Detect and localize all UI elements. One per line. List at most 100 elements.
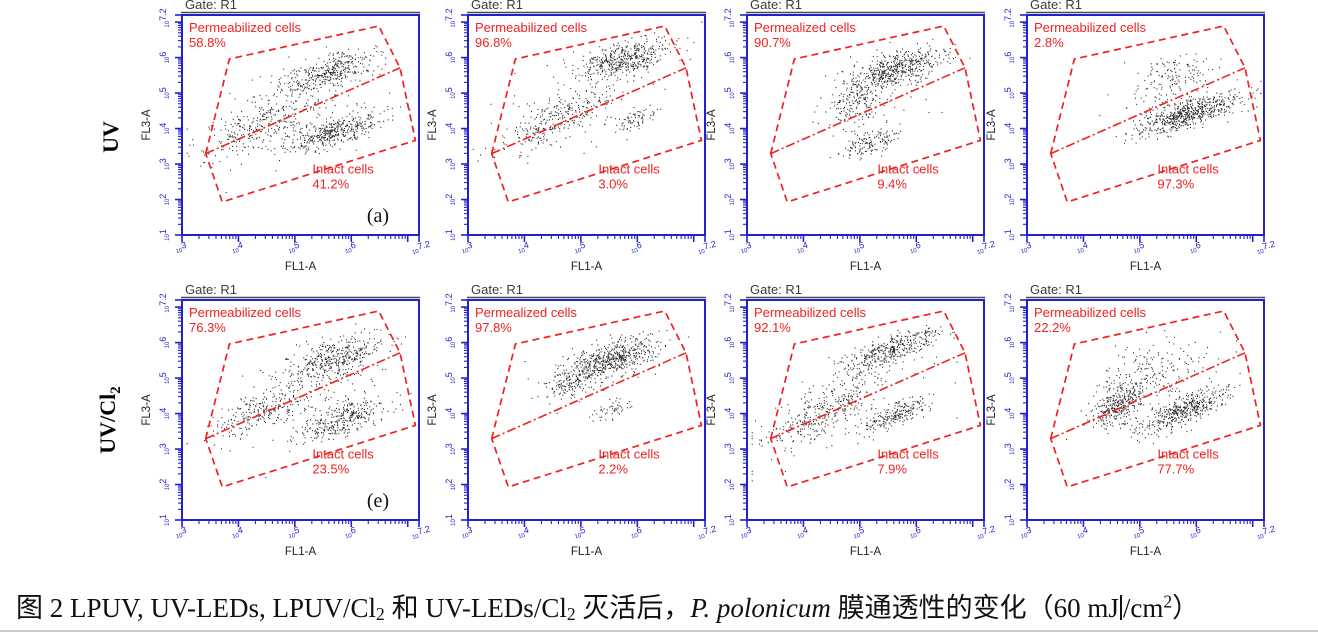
bottom-divider — [0, 630, 1318, 632]
svg-text:105: 105 — [286, 240, 301, 256]
figure-caption: 图 2 LPUV, UV-LEDs, LPUV/Cl2 和 UV-LEDs/Cl… — [16, 586, 1316, 625]
svg-text:104: 104 — [158, 408, 171, 420]
svg-text:41.2%: 41.2% — [312, 176, 349, 191]
svg-text:97.8%: 97.8% — [475, 320, 512, 335]
svg-text:58.8%: 58.8% — [189, 35, 226, 50]
svg-text:103: 103 — [174, 525, 189, 541]
svg-text:Gate: R1: Gate: R1 — [750, 0, 802, 12]
flow-plot-uv-1: Gate: R1 103 104 105 106 107.2 101 102 103 104 105… — [141, 0, 431, 273]
svg-text:105: 105 — [1003, 87, 1016, 99]
svg-text:105: 105 — [1003, 372, 1016, 384]
svg-text:96.8%: 96.8% — [475, 35, 512, 50]
svg-text:3.0%: 3.0% — [598, 176, 628, 191]
row-label-uv: UV — [98, 121, 124, 153]
svg-text:107.2: 107.2 — [158, 8, 171, 27]
svg-text:105: 105 — [158, 87, 171, 99]
svg-text:103: 103 — [158, 443, 171, 455]
flow-plot-uv-3: Gate: R1 103 104 105 106 107.2 101 102 103 104 105… — [706, 0, 997, 273]
svg-text:104: 104 — [1075, 525, 1090, 541]
svg-text:104: 104 — [516, 240, 531, 256]
svg-text:(e): (e) — [367, 490, 389, 512]
svg-text:Gate: R1: Gate: R1 — [750, 282, 802, 297]
svg-text:7.9%: 7.9% — [877, 461, 907, 476]
svg-text:103: 103 — [739, 240, 754, 256]
svg-text:104: 104 — [723, 408, 736, 420]
svg-text:106: 106 — [908, 525, 923, 541]
svg-text:105: 105 — [444, 372, 457, 384]
svg-text:103: 103 — [723, 158, 736, 170]
svg-text:FL3-A: FL3-A — [427, 394, 439, 426]
svg-text:103: 103 — [460, 240, 475, 256]
svg-text:Intact cells: Intact cells — [1157, 161, 1219, 176]
flow-plot-uvcl2-3: Gate: R1 103 104 105 106 107.2 101 102 103 104 105… — [706, 282, 997, 558]
caption-part-8: /cm — [1122, 593, 1164, 623]
svg-text:107.2: 107.2 — [975, 239, 997, 256]
svg-text:76.3%: 76.3% — [189, 320, 226, 335]
svg-text:Intact cells: Intact cells — [1157, 446, 1219, 461]
svg-text:106: 106 — [1003, 52, 1016, 64]
svg-text:107.2: 107.2 — [975, 524, 997, 541]
svg-text:22.2%: 22.2% — [1034, 320, 1071, 335]
svg-text:77.7%: 77.7% — [1157, 461, 1194, 476]
svg-text:101: 101 — [1003, 514, 1016, 526]
svg-text:9.4%: 9.4% — [877, 176, 907, 191]
svg-text:103: 103 — [1019, 240, 1034, 256]
svg-text:104: 104 — [516, 525, 531, 541]
flow-plot-uvcl2-4: Gate: R1 103 104 105 106 107.2 101 102 103 104 105… — [986, 282, 1277, 558]
svg-text:Permeabilized cells: Permeabilized cells — [1034, 305, 1146, 320]
svg-text:Intact cells: Intact cells — [598, 446, 660, 461]
svg-text:103: 103 — [1003, 158, 1016, 170]
svg-text:106: 106 — [444, 337, 457, 349]
svg-text:2.2%: 2.2% — [598, 461, 628, 476]
svg-text:FL3-A: FL3-A — [986, 109, 998, 141]
svg-text:107.2: 107.2 — [410, 524, 432, 541]
svg-text:103: 103 — [723, 443, 736, 455]
svg-text:Permeabilized cells: Permeabilized cells — [754, 305, 866, 320]
svg-text:Gate: R1: Gate: R1 — [1030, 282, 1082, 297]
caption-part-10: ） — [1172, 593, 1200, 623]
svg-text:FL1-A: FL1-A — [571, 261, 603, 273]
svg-text:105: 105 — [851, 525, 866, 541]
svg-text:104: 104 — [444, 408, 457, 420]
svg-text:103: 103 — [1019, 525, 1034, 541]
svg-text:104: 104 — [1003, 123, 1016, 135]
svg-text:105: 105 — [723, 87, 736, 99]
svg-text:FL3-A: FL3-A — [427, 109, 439, 141]
svg-text:107.2: 107.2 — [158, 293, 171, 312]
svg-text:107.2: 107.2 — [696, 239, 718, 256]
svg-text:FL3-A: FL3-A — [706, 394, 718, 426]
flow-plot-uvcl2-2: Gate: R1 103 104 105 106 107.2 101 102 103 104 105… — [427, 282, 718, 558]
svg-text:106: 106 — [158, 337, 171, 349]
svg-text:103: 103 — [460, 525, 475, 541]
svg-text:101: 101 — [1003, 229, 1016, 241]
svg-text:102: 102 — [444, 194, 457, 206]
svg-text:101: 101 — [444, 514, 457, 526]
row-label-uv-cl2-part-0: UV/Cl — [94, 393, 120, 454]
caption-part-2: 和 UV-LEDs/Cl — [384, 593, 567, 623]
caption-part-9: 2 — [1163, 591, 1173, 612]
svg-text:FL1-A: FL1-A — [850, 261, 882, 273]
svg-text:FL1-A: FL1-A — [285, 261, 317, 273]
svg-text:102: 102 — [723, 479, 736, 491]
svg-text:107.2: 107.2 — [1255, 524, 1277, 541]
svg-text:Permeabilized cells: Permeabilized cells — [475, 20, 587, 35]
svg-text:Gate: R1: Gate: R1 — [471, 0, 523, 12]
svg-text:104: 104 — [795, 240, 810, 256]
svg-text:107.2: 107.2 — [444, 293, 457, 312]
svg-text:106: 106 — [1188, 240, 1203, 256]
svg-text:102: 102 — [723, 194, 736, 206]
svg-text:105: 105 — [1131, 525, 1146, 541]
svg-text:FL1-A: FL1-A — [850, 546, 882, 558]
svg-text:103: 103 — [1003, 443, 1016, 455]
flow-plot-uvcl2-1: Gate: R1 103 104 105 106 107.2 101 102 103 104 105… — [141, 282, 432, 558]
svg-text:FL3-A: FL3-A — [986, 394, 998, 426]
svg-text:106: 106 — [343, 525, 358, 541]
svg-text:Intact cells: Intact cells — [877, 161, 939, 176]
svg-text:2.8%: 2.8% — [1034, 35, 1064, 50]
svg-text:Intact cells: Intact cells — [312, 446, 374, 461]
svg-text:90.7%: 90.7% — [754, 35, 791, 50]
svg-text:105: 105 — [1131, 240, 1146, 256]
svg-text:107.2: 107.2 — [696, 524, 718, 541]
svg-text:101: 101 — [158, 229, 171, 241]
